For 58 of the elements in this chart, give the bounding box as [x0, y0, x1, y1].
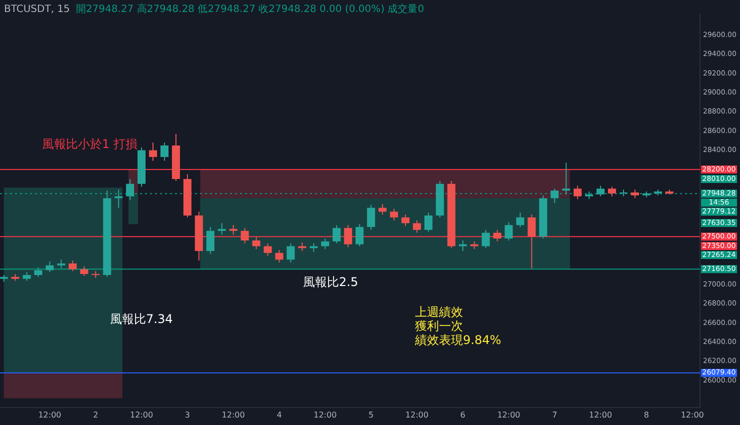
annotation: 獲利一次 [415, 319, 463, 334]
candlestick [148, 142, 158, 162]
x-tick-label: 12:00 [130, 410, 154, 420]
candlestick [264, 242, 272, 256]
candlestick [401, 214, 410, 227]
candlestick [240, 227, 249, 244]
x-tick-label: 12:00 [38, 410, 62, 420]
candlestick [286, 242, 295, 264]
candlestick [218, 222, 226, 236]
candlestick [550, 188, 559, 204]
candlestick [332, 224, 341, 244]
x-tick-label: 4 [276, 410, 282, 420]
candlestick [493, 229, 502, 242]
candlestick [252, 236, 260, 250]
x-tick-label: 12:00 [589, 410, 612, 420]
x-tick-label: 12:00 [222, 410, 245, 420]
chart-subtitle: 開27948.27 高27948.28 低27948.27 收27948.28 0.00 (0.00%) 成交量0 [76, 4, 424, 15]
x-tick-label: 5 [368, 410, 374, 420]
candlestick [344, 224, 352, 248]
candlestick [321, 238, 330, 250]
candlestick [160, 142, 168, 162]
candlestick [412, 220, 421, 234]
annotation: 風報比2.5 [303, 275, 358, 290]
x-tick-label: 12:00 [405, 410, 428, 420]
candlestick [356, 224, 364, 247]
x-tick-label: 3 [184, 410, 190, 420]
candlestick [68, 260, 77, 272]
candlestick [562, 162, 570, 195]
chart-title: BTCUSDT, 15 [4, 4, 70, 15]
annotation: 績效表現9.84% [414, 333, 502, 348]
candlestick [229, 224, 238, 236]
candlestick [596, 185, 605, 197]
x-tick-label: 2 [93, 410, 98, 420]
candlestick [574, 185, 582, 200]
candlestick [206, 226, 214, 254]
candlestick [34, 266, 42, 278]
candlestick [46, 261, 54, 273]
candlestick [367, 204, 376, 230]
candlestick [80, 266, 88, 276]
candlestick [275, 250, 284, 264]
annotation: 上週績效 [415, 305, 463, 320]
candlestick [516, 212, 524, 228]
x-tick-label: 12:00 [680, 410, 704, 420]
x-tick-label: 7 [552, 410, 558, 420]
annotation: 風報比7.34 [110, 312, 173, 326]
candlestick [608, 186, 616, 197]
candlestick [378, 203, 387, 216]
annotation: 風報比小於1 打損 [42, 137, 138, 152]
x-tick-label: 12:00 [497, 410, 520, 420]
candlestick [424, 212, 432, 232]
candlestick [528, 214, 536, 269]
x-tick-label: 12:00 [314, 410, 337, 420]
candlestick [482, 229, 490, 249]
candlestick [126, 178, 134, 201]
x-tick-label: 6 [460, 410, 466, 420]
candlestick [504, 222, 513, 241]
candlestick [390, 208, 398, 221]
x-tick-label: 8 [644, 410, 649, 420]
